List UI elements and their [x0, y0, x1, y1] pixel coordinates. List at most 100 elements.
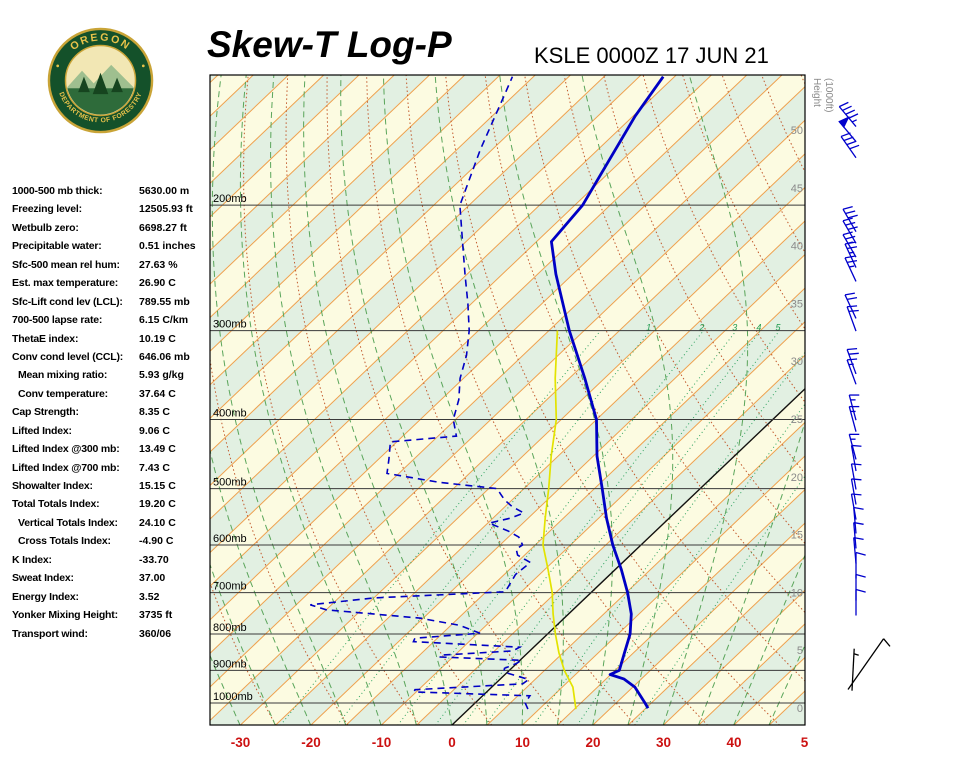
mixing-ratio-label: 2 — [698, 323, 704, 333]
index-value: 5.93 g/kg — [139, 369, 184, 382]
index-value: 13.49 C — [139, 443, 176, 456]
height-tick-label: 50 — [791, 125, 803, 137]
height-axis-title: Height — [811, 78, 822, 107]
index-label: Yonker Mixing Height: — [12, 609, 118, 622]
index-row: Vertical Totals Index: 24.10 C — [12, 514, 212, 532]
wind-barb — [853, 521, 864, 549]
logo-outer-border — [47, 27, 154, 134]
wind-barb — [855, 573, 866, 601]
pressure-label: 1000mb — [213, 691, 253, 703]
index-value: 37.64 C — [139, 387, 176, 400]
index-value: 5630.00 m — [139, 185, 190, 197]
wind-barb — [838, 116, 857, 142]
index-row: Conv temperature: 37.64 C — [12, 385, 212, 403]
index-value: 19.20 C — [139, 498, 176, 511]
temp-axis-label: 20 — [585, 735, 600, 750]
wind-barb — [847, 638, 891, 690]
pressure-label: 700mb — [213, 581, 247, 593]
index-value: 24.10 C — [139, 516, 176, 529]
height-axis-title: (1000ft) — [823, 78, 834, 112]
index-value: 6.15 C/km — [139, 314, 189, 327]
index-label: Precipitable water: — [12, 240, 102, 253]
mixing-ratio-label: 8 — [817, 323, 822, 333]
index-label: Transport wind: — [12, 627, 88, 640]
index-value: 15.15 C — [139, 480, 176, 492]
pressure-label: 200mb — [213, 193, 247, 205]
index-row: Wetbulb zero: 6698.27 ft — [12, 219, 212, 237]
index-value: 789.55 mb — [139, 295, 190, 308]
pressure-label: 800mb — [213, 622, 247, 634]
mixing-ratio-label: 3 — [732, 323, 737, 333]
index-row: Precipitable water: 0.51 inches — [12, 237, 212, 255]
temp-axis-label: 5 — [801, 735, 809, 750]
logo-art — [66, 46, 135, 115]
height-tick-label: 30 — [791, 356, 803, 368]
wind-barb — [846, 347, 859, 375]
index-value: 6698.27 ft — [139, 221, 187, 234]
temp-axis-label: 30 — [656, 735, 671, 750]
indices-panel: 1000-500 mb thick: 5630.00 m Freezing leve… — [12, 182, 212, 643]
index-label: Total Totals Index: — [12, 498, 100, 511]
mixing-ratio-label: 5 — [776, 323, 782, 333]
index-row: K Index: -33.70 — [12, 551, 212, 569]
index-label: 700-500 lapse rate: — [12, 314, 103, 327]
index-row: Est. max temperature: 26.90 C — [12, 274, 212, 292]
isotherm-lines — [210, 75, 805, 725]
index-label: Sfc-Lift cond lev (LCL): — [12, 295, 123, 308]
wetbulb-trace — [542, 330, 577, 710]
index-row: 1000-500 mb thick: 5630.00 m — [12, 182, 212, 200]
height-tick-label: 15 — [791, 530, 803, 542]
index-row: Lifted Index: 9.06 C — [12, 422, 212, 440]
wind-barb — [842, 217, 858, 244]
odf-logo: OREGON DEPARTMENT OF FORESTRY — [47, 27, 154, 134]
index-label: Lifted Index: — [12, 424, 72, 437]
index-label: Showalter Index: — [12, 480, 93, 492]
index-value: 8.35 C — [139, 406, 170, 419]
wind-barb — [840, 132, 860, 159]
index-row: 700-500 lapse rate: 6.15 C/km — [12, 311, 212, 329]
pressure-gridlines: 200mb 300mb 400mb 500mb 600mb 700mb 800mb 900mb… — [210, 193, 805, 704]
temperature-trace — [550, 75, 665, 709]
height-tick-label: 0 — [797, 703, 803, 715]
index-value: 0.51 inches — [139, 240, 196, 253]
temp-axis-label: 40 — [726, 735, 741, 750]
index-label: Freezing level: — [12, 203, 82, 216]
wind-barb — [850, 478, 862, 505]
wind-barb — [855, 588, 866, 616]
zero-isotherm — [451, 387, 805, 725]
height-tick-label: 5 — [797, 645, 803, 657]
index-label: Lifted Index @300 mb: — [12, 443, 120, 456]
wind-barbs — [838, 101, 891, 691]
station-datetime: KSLE 0000Z 17 JUN 21 — [534, 43, 769, 68]
wind-barb — [850, 463, 862, 490]
mixing-ratio-label: 4 — [756, 323, 761, 333]
index-row: Sweat Index: 37.00 — [12, 569, 212, 587]
index-value: 27.63 % — [139, 258, 178, 271]
pressure-label: 400mb — [213, 408, 247, 420]
wind-barb — [848, 433, 860, 460]
pressure-label: 600mb — [213, 533, 247, 545]
index-row: Conv cond level (CCL): 646.06 mb — [12, 348, 212, 366]
index-label: Conv cond level (CCL): — [12, 350, 124, 363]
pressure-label: 500mb — [213, 477, 247, 489]
index-row: Transport wind: 360/06 — [12, 625, 212, 643]
index-label: Conv temperature: — [18, 387, 108, 400]
index-value: 3735 ft — [139, 609, 173, 622]
index-value: 26.90 C — [139, 277, 176, 290]
index-row: Energy Index: 3.52 — [12, 588, 212, 606]
index-value: 12505.93 ft — [139, 203, 193, 216]
wind-barb — [853, 506, 864, 534]
index-label: 1000-500 mb thick: — [12, 185, 103, 197]
temp-axis-label: -30 — [231, 735, 251, 750]
index-label: K Index: — [12, 553, 52, 566]
wind-barb — [851, 648, 859, 691]
sounding-traces — [310, 75, 665, 710]
index-row: Showalter Index: 15.15 C — [12, 477, 212, 495]
height-tick-label: 20 — [791, 472, 803, 484]
height-tick-label: 25 — [791, 414, 803, 426]
index-value: -33.70 — [139, 553, 169, 566]
index-row: Sfc-500 mean rel hum: 27.63 % — [12, 256, 212, 274]
index-label: Sweat Index: — [12, 572, 74, 585]
